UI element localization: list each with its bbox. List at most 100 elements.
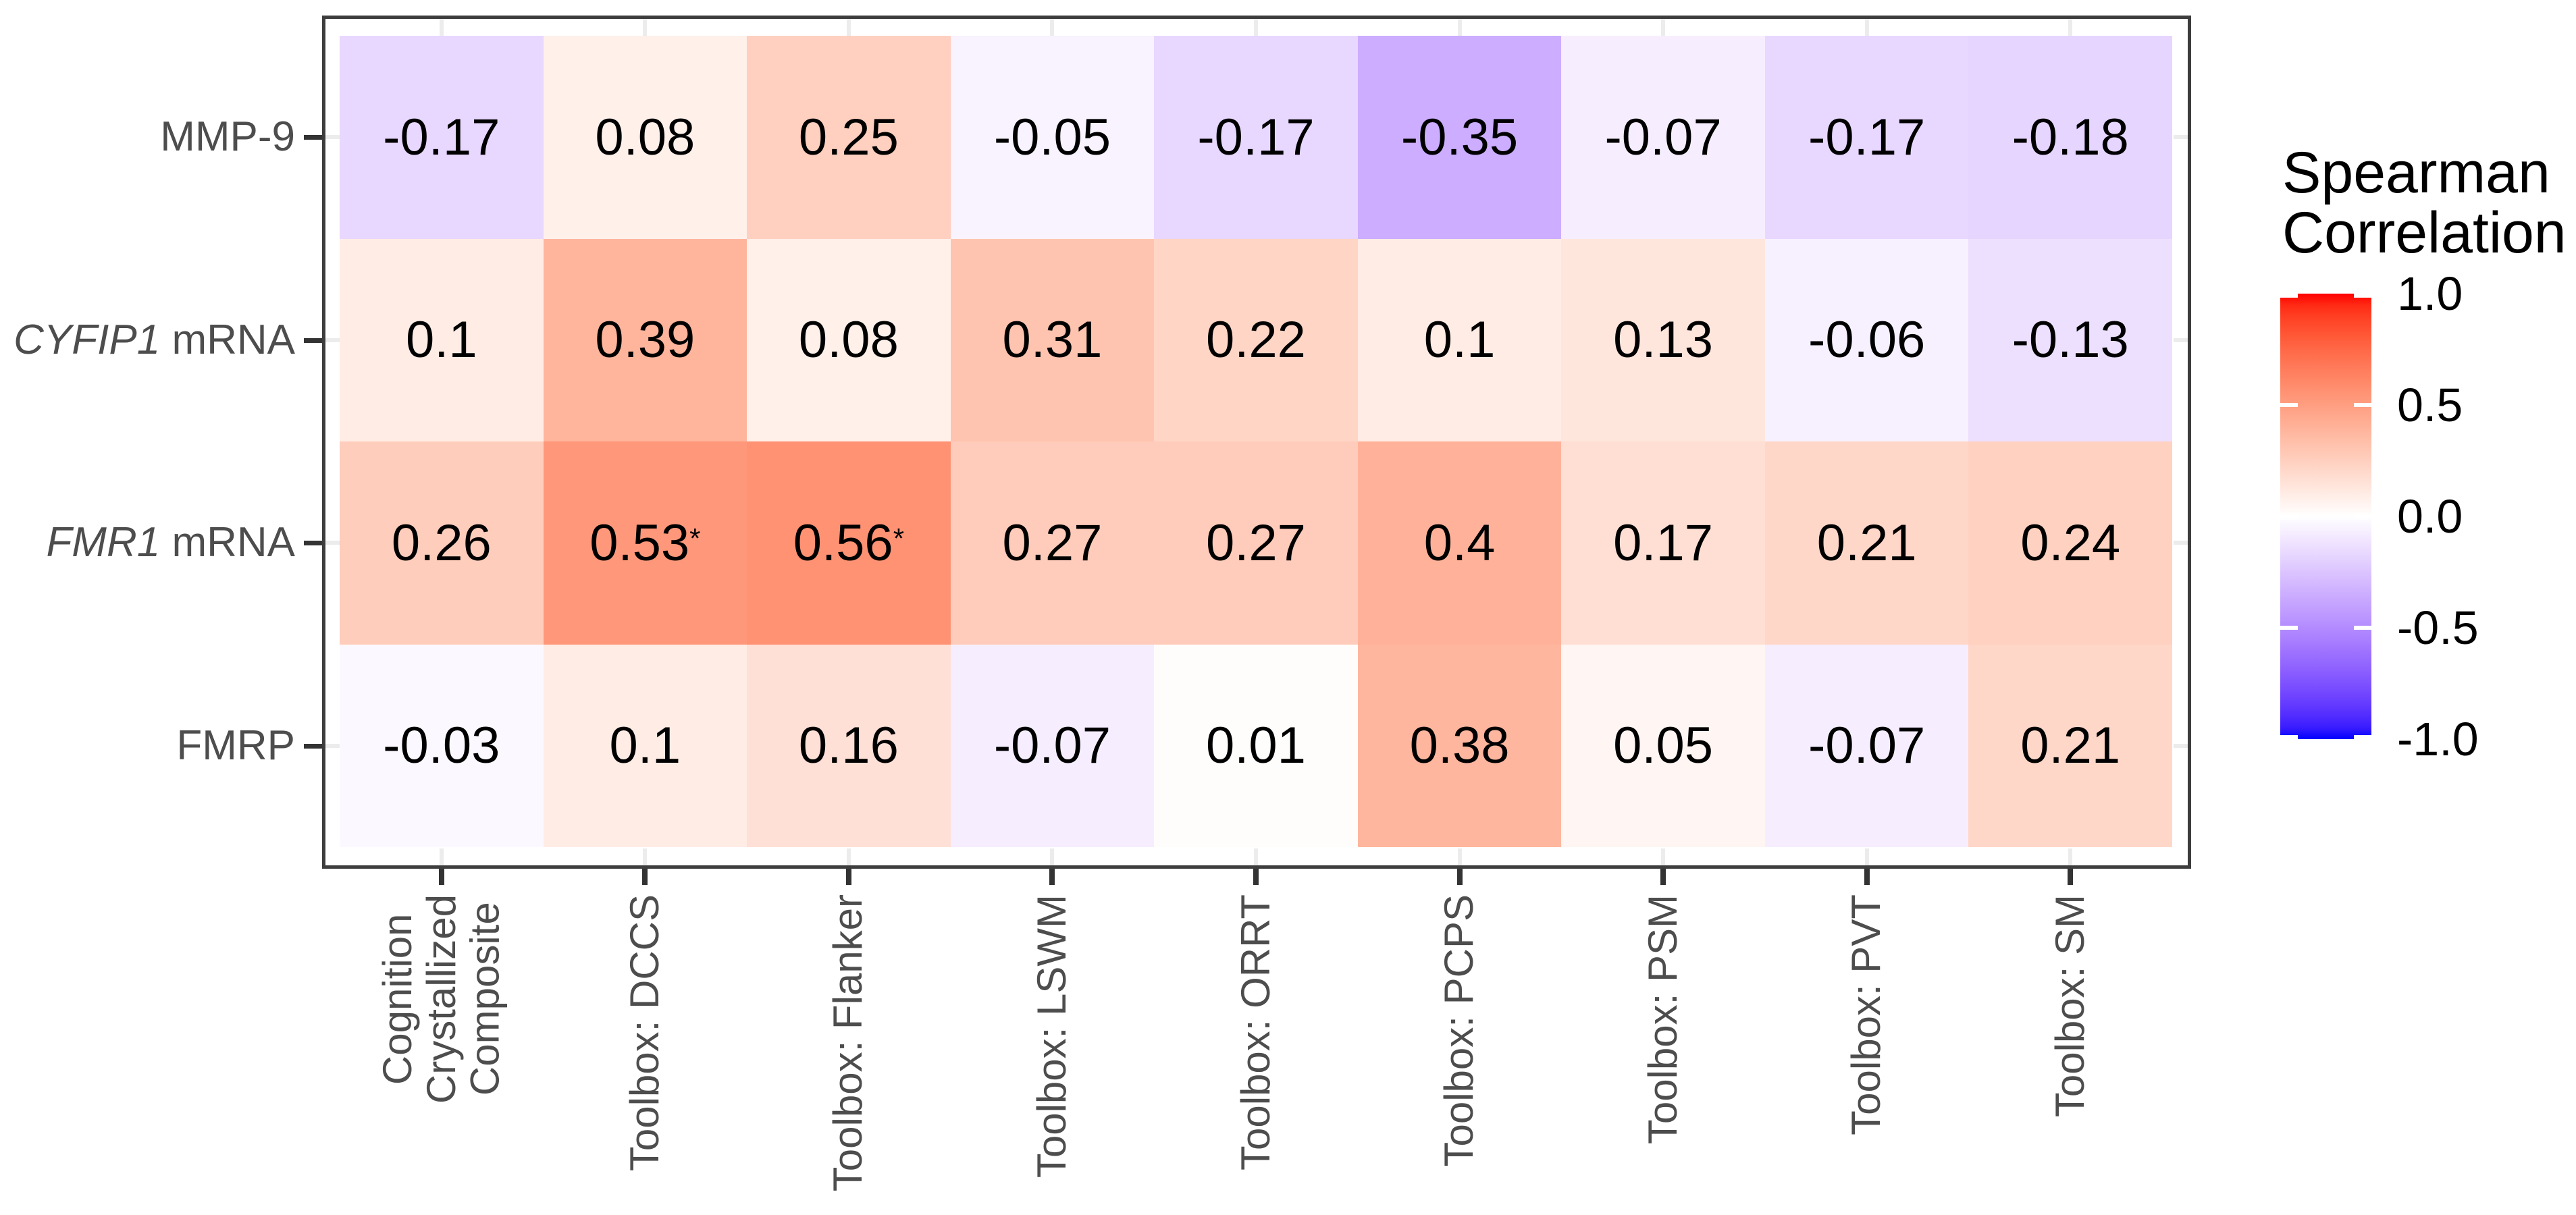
heatmap-cell: -0.17 xyxy=(1764,36,1969,239)
inner-grid-tick xyxy=(2174,743,2188,748)
y-axis-label: FMR1 mRNA xyxy=(46,519,295,566)
legend-colorbar-tick xyxy=(2354,735,2371,739)
heatmap-cell: -0.13 xyxy=(1968,238,2172,441)
inner-grid-tick xyxy=(325,541,340,545)
heatmap-cell: 0.27 xyxy=(950,441,1155,645)
cell-value: 0.16 xyxy=(798,717,899,775)
heatmap-cell: 0.53 * xyxy=(543,441,747,645)
heatmap-cell: -0.03 xyxy=(340,644,544,847)
x-axis-label-text: Toolbox: DCCS xyxy=(621,894,667,1172)
heatmap-cell: -0.06 xyxy=(1764,238,1969,441)
cell-value: 0.13 xyxy=(1613,311,1714,369)
cell-value: 0.27 xyxy=(1206,514,1306,572)
heatmap-cell: 0.05 xyxy=(1561,644,1765,847)
x-axis-label: Toolbox: DCCS xyxy=(530,894,760,1212)
x-axis-tick xyxy=(1253,869,1259,885)
legend-title: Spearman Correlation xyxy=(2282,140,2567,265)
cell-value: -0.03 xyxy=(383,717,500,775)
cell-value: 0.56 xyxy=(793,514,893,572)
x-axis-tick xyxy=(1456,869,1463,885)
cell-value: 0.38 xyxy=(1409,717,1510,775)
heatmap-cell: -0.17 xyxy=(1154,36,1358,239)
heatmap-cell: -0.17 xyxy=(340,36,544,239)
heatmap-cell: 0.08 xyxy=(747,238,951,441)
y-axis-tick xyxy=(304,135,322,140)
legend-tick-label: -0.5 xyxy=(2397,601,2479,654)
cell-value: 0.1 xyxy=(609,717,681,775)
cell-value: 0.01 xyxy=(1206,717,1306,775)
cell-value: 0.21 xyxy=(1816,514,1917,572)
x-axis-label: Toolbox: PCPS xyxy=(1345,894,1575,1212)
cell-value: -0.17 xyxy=(1197,108,1315,166)
x-axis-label: Toolbox: SM xyxy=(1955,894,2185,1212)
cell-value: 0.26 xyxy=(391,514,492,572)
x-axis-label: Toolbox: Flanker xyxy=(734,894,964,1212)
x-axis-label: Toolbox: PSM xyxy=(1548,894,1778,1212)
legend-colorbar-tick xyxy=(2280,735,2298,739)
inner-grid-tick xyxy=(1050,19,1055,36)
legend-tick-label: 0.5 xyxy=(2397,379,2463,431)
cell-value: -0.07 xyxy=(1604,108,1722,166)
heatmap-cell: -0.07 xyxy=(950,644,1155,847)
inner-grid-tick xyxy=(846,848,851,865)
x-axis-tick xyxy=(438,869,444,885)
heatmap-cell: 0.25 xyxy=(747,36,951,239)
inner-grid-tick xyxy=(1864,19,1869,36)
heatmap-cell: 0.26 xyxy=(340,441,544,645)
cell-value: 0.21 xyxy=(2020,717,2121,775)
cell-value: -0.06 xyxy=(1808,311,1926,369)
legend-colorbar-tick xyxy=(2280,626,2298,630)
legend-colorbar-tick xyxy=(2354,626,2371,630)
heatmap-cell: 0.08 xyxy=(543,36,747,239)
cell-value: -0.17 xyxy=(383,108,500,166)
y-axis-tick xyxy=(304,338,322,343)
inner-grid-tick xyxy=(1457,848,1462,865)
cell-value: -0.18 xyxy=(2012,108,2129,166)
cell-value: 0.4 xyxy=(1423,514,1496,572)
inner-grid-tick xyxy=(325,338,340,342)
heatmap-cell: 0.17 xyxy=(1561,441,1765,645)
heatmap-cell: -0.18 xyxy=(1968,36,2172,239)
x-axis-label-text: Toolbox: Flanker xyxy=(825,894,871,1192)
y-axis-tick xyxy=(304,541,322,546)
inner-grid-tick xyxy=(643,19,648,36)
x-axis-tick xyxy=(642,869,648,885)
x-axis-label-text: Toolbox: LSWM xyxy=(1029,894,1075,1179)
x-axis-label: Toolbox: ORRT xyxy=(1141,894,1371,1212)
cell-value: -0.07 xyxy=(993,717,1111,775)
x-axis-label-text: Toolbox: PVT xyxy=(1843,894,1889,1135)
inner-grid-tick xyxy=(1254,19,1258,36)
legend-colorbar-tick xyxy=(2280,514,2298,518)
heatmap-cell: 0.56 * xyxy=(747,441,951,645)
cell-value: 0.25 xyxy=(798,108,899,166)
inner-grid-tick xyxy=(325,743,340,748)
heatmap-cell: 0.22 xyxy=(1154,238,1358,441)
inner-grid-tick xyxy=(846,19,851,36)
inner-grid-tick xyxy=(1050,848,1055,865)
heatmap-cell: 0.24 xyxy=(1968,441,2172,645)
y-axis-tick xyxy=(304,743,322,749)
x-axis-tick xyxy=(1660,869,1666,885)
legend-colorbar-tick xyxy=(2354,514,2371,518)
inner-grid-tick xyxy=(1457,19,1462,36)
inner-grid-tick xyxy=(1661,19,1666,36)
cell-value: 0.08 xyxy=(595,108,695,166)
inner-grid-tick xyxy=(439,848,444,865)
cell-value: 0.1 xyxy=(1423,311,1496,369)
x-axis-label: Toolbox: LSWM xyxy=(937,894,1167,1212)
heatmap-cell: 0.38 xyxy=(1357,644,1562,847)
inner-grid-tick xyxy=(2068,848,2073,865)
inner-grid-tick xyxy=(325,135,340,140)
legend-colorbar-tick xyxy=(2354,403,2371,407)
y-axis-label: MMP-9 xyxy=(160,113,295,161)
cell-value: 0.17 xyxy=(1613,514,1714,572)
legend-colorbar-tick xyxy=(2354,294,2371,298)
inner-grid-tick xyxy=(2068,19,2073,36)
x-axis-tick xyxy=(845,869,851,885)
heatmap-cell: 0.31 xyxy=(950,238,1155,441)
heatmap-cell: -0.35 xyxy=(1357,36,1562,239)
x-axis-label-text: Toolbox: SM xyxy=(2047,894,2093,1118)
heatmap-cell: -0.05 xyxy=(950,36,1155,239)
cell-value: 0.39 xyxy=(595,311,695,369)
